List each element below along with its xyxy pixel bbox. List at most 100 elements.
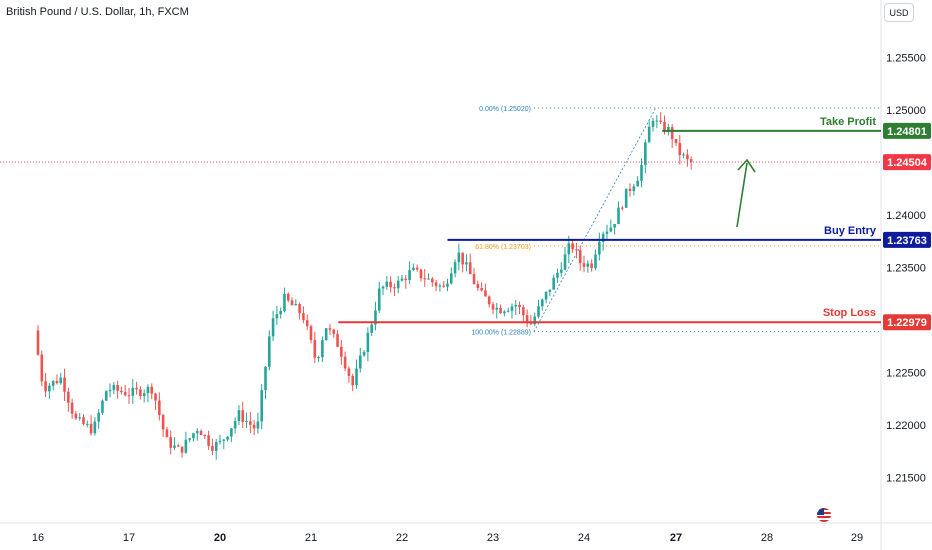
y-tick-label: 1.25500 (886, 53, 926, 65)
candle-body (567, 243, 571, 255)
candle-body (328, 328, 332, 330)
candle-body (598, 241, 601, 255)
up-arrow-shaft (736, 162, 748, 228)
candle-body (120, 390, 123, 393)
candle-body (655, 120, 659, 122)
fib-level-label: 100.00% (1.22889) (471, 330, 531, 337)
y-tick-label: 1.24000 (886, 210, 926, 222)
candle-body (355, 368, 358, 386)
candle-body (682, 154, 685, 156)
candle-body (529, 323, 533, 325)
candle-body (245, 421, 248, 423)
candle-body (256, 421, 260, 429)
current-price-text: 1.24504 (887, 157, 928, 169)
level-name-label: Stop Loss (823, 307, 876, 319)
candle-body (116, 385, 119, 391)
candle-body (267, 336, 271, 367)
candle-body (563, 254, 567, 270)
x-tick-label: 27 (670, 532, 682, 544)
candle-body (613, 224, 616, 228)
candle-body (640, 164, 643, 181)
us-flag-icon (817, 508, 831, 522)
candle-body (294, 304, 298, 306)
candle-body (686, 154, 689, 160)
candle-body (495, 307, 499, 310)
candle-body (180, 446, 184, 453)
candle-body (522, 307, 525, 316)
candle-body (358, 355, 362, 369)
candle-body (381, 286, 385, 289)
candle-body (586, 263, 590, 267)
candle-body (70, 402, 74, 414)
candle-body (165, 429, 169, 438)
candle-body (465, 262, 468, 265)
candle-body (651, 120, 655, 127)
current-price-tag (883, 154, 931, 171)
candle-body (139, 389, 142, 397)
candle-body (438, 285, 442, 287)
candle-body (127, 395, 131, 397)
candle-body (605, 231, 609, 234)
candle-body (104, 391, 108, 401)
candle-body (275, 314, 279, 319)
currency-button[interactable]: USD (884, 3, 914, 22)
candle-body (461, 252, 464, 265)
candle-body (647, 126, 651, 143)
candle-body (260, 390, 264, 422)
candle-body (150, 386, 154, 394)
candle-body (408, 270, 411, 281)
candle-body (374, 310, 377, 325)
candle-body (321, 340, 324, 358)
candle-body (670, 127, 674, 140)
candle-body (313, 340, 317, 358)
candle-body (601, 233, 605, 242)
y-tick-label: 1.25000 (886, 105, 926, 117)
candle-body (241, 410, 245, 422)
candle-body (385, 281, 389, 287)
candle-body (237, 410, 241, 422)
candle-body (415, 267, 419, 270)
candle-body (343, 356, 347, 369)
candle-body (142, 393, 146, 397)
candle-body (351, 375, 355, 386)
candle-body (678, 142, 682, 156)
candle-body (446, 283, 449, 287)
candle-body (108, 389, 112, 392)
candle-body (317, 357, 320, 359)
candle-body (302, 313, 305, 321)
candle-body (36, 330, 40, 355)
candle-body (404, 278, 408, 281)
x-tick-label: 22 (396, 532, 408, 544)
candle-body (476, 284, 480, 289)
candle-body (393, 287, 396, 289)
candle-body (366, 332, 370, 353)
x-tick-label: 28 (761, 532, 773, 544)
candle-body (214, 441, 218, 451)
candle-body (423, 278, 427, 280)
y-tick-label: 1.22500 (886, 368, 926, 380)
candle-body (514, 304, 518, 307)
candle-body (252, 424, 256, 429)
y-tick-label: 1.23500 (886, 263, 926, 275)
candle-body (377, 288, 381, 311)
candle-body (93, 421, 97, 434)
y-tick-label: 1.22000 (886, 420, 926, 432)
candle-body (309, 326, 313, 341)
candle-body (537, 306, 540, 317)
candle-body (283, 293, 286, 311)
candle-body (226, 436, 229, 440)
candle-body (457, 252, 461, 263)
level-price-tag (883, 314, 931, 331)
chart-title: British Pound / U.S. Dollar, 1h, FXCM (6, 6, 189, 18)
x-tick-label: 20 (214, 532, 226, 544)
candle-body (453, 262, 457, 274)
fib-trend-line (533, 107, 657, 332)
candle-body (271, 318, 275, 337)
candle-body (332, 329, 336, 334)
candle-body (336, 333, 339, 347)
candle-body (628, 188, 632, 192)
candle-body (480, 288, 483, 291)
candle-body (644, 142, 647, 165)
candle-body (556, 272, 559, 278)
